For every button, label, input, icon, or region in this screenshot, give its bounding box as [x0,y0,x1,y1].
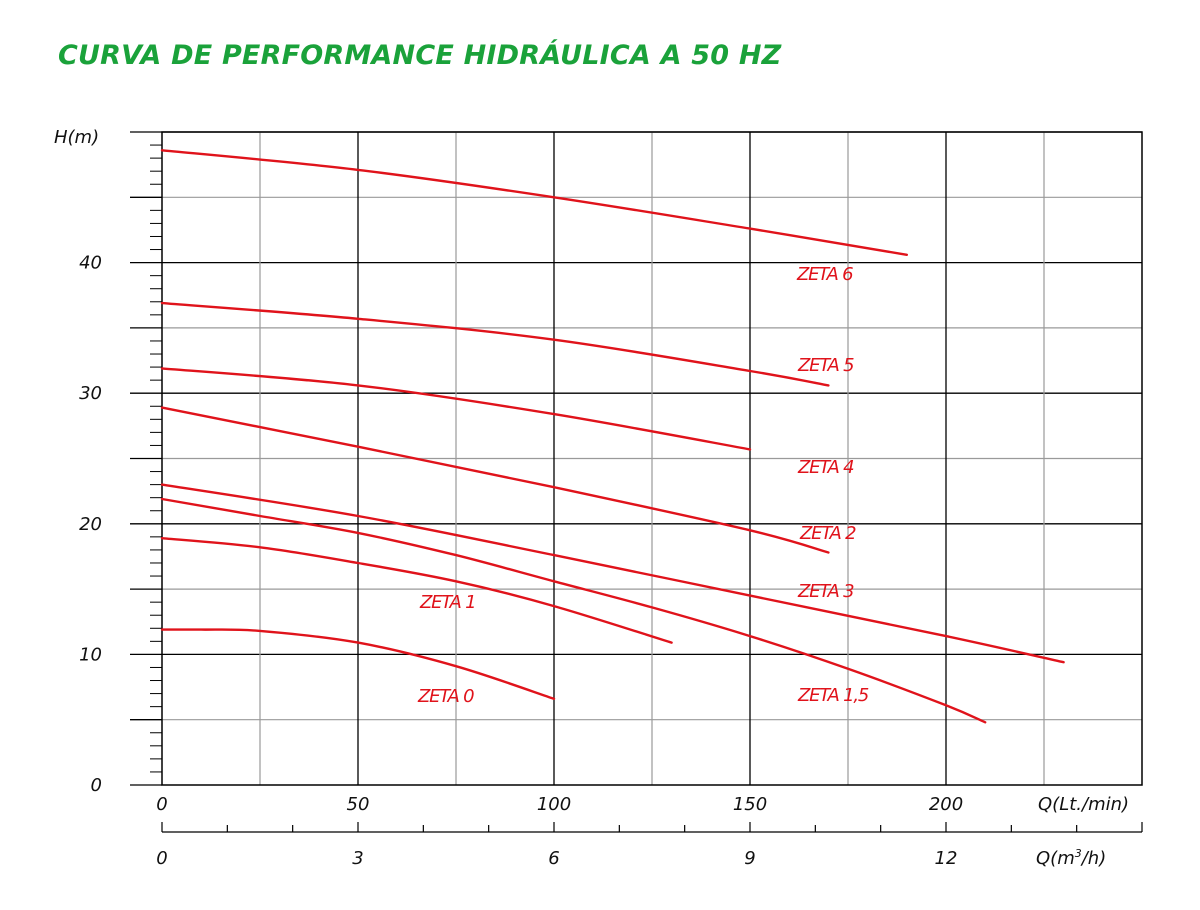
y-axis-label: H(m) [54,127,99,148]
x-tick-label: 50 [347,794,370,815]
chart-title: CURVA DE PERFORMANCE HIDRÁULICA A 50 HZ [58,40,782,71]
x2-tick-label: 12 [935,848,958,869]
curves [160,149,1065,724]
axes: 0 10 20 30 40 0 50 100 150 200 0 3 6 9 12 [79,131,1143,869]
y-tick-label: 20 [79,514,102,535]
curve-zeta-1-5 [160,497,987,724]
labels: H(m) Q(Lt./min) Q(m3/h) ZETA 0 ZETA 1 ZETA… [54,127,1129,869]
curve-zeta-0 [160,628,556,700]
curve-zeta-3 [160,483,1065,664]
curve-label-zeta-2: ZETA 2 [799,523,856,544]
x2-tick-label: 6 [548,848,559,869]
curve-zeta-6 [160,149,908,256]
curve-label-zeta-4: ZETA 4 [797,457,854,478]
y-tick-label: 40 [79,253,102,274]
curve-zeta-2 [160,406,830,554]
x-tick-label: 200 [929,794,963,815]
curve-zeta-5 [160,301,830,387]
y-tick-label: 10 [79,644,102,665]
x2-tick-label: 9 [744,848,755,869]
curve-zeta-4 [160,367,752,451]
curve-label-zeta-5: ZETA 5 [797,355,854,376]
curve-label-zeta-0: ZETA 0 [417,686,474,707]
curve-zeta-1 [160,537,673,644]
grid [162,131,1142,785]
x-tick-label: 100 [537,794,571,815]
curve-label-zeta-6: ZETA 6 [796,264,853,285]
curve-label-zeta-3: ZETA 3 [797,581,854,602]
y-tick-label: 30 [79,383,102,404]
x2-axis-label: Q(m3/h) [1036,847,1106,869]
x2-tick-label: 3 [352,848,363,869]
curve-label-zeta-1: ZETA 1 [419,592,475,613]
x2-tick-label: 0 [156,848,167,869]
x-tick-label: 150 [733,794,767,815]
x-axis-label: Q(Lt./min) [1038,794,1129,815]
curve-label-zeta-1-5: ZETA 1,5 [797,685,869,706]
y-tick-label: 0 [91,775,102,796]
x-tick-label: 0 [156,794,167,815]
